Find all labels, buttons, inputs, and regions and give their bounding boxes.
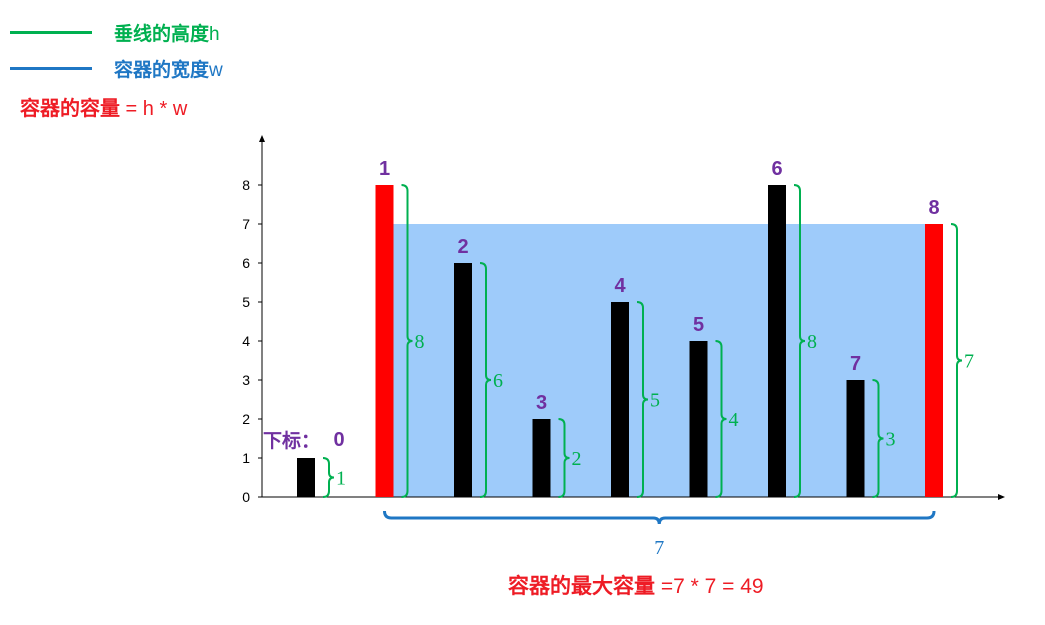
bar <box>689 341 708 497</box>
bar <box>532 419 551 497</box>
y-tick-label: 2 <box>242 411 250 427</box>
y-tick-label: 4 <box>242 333 250 349</box>
bar <box>297 458 315 497</box>
y-tick-label: 8 <box>242 177 250 193</box>
bar-index-label: 6 <box>771 158 782 180</box>
bar <box>768 185 786 497</box>
legend-height-swatch <box>10 30 92 34</box>
height-bracket <box>558 418 570 498</box>
height-value-label: 8 <box>415 331 425 353</box>
height-bracket <box>401 184 413 498</box>
height-bracket <box>322 457 335 498</box>
height-bracket <box>636 301 649 498</box>
legend-width-swatch <box>10 66 92 70</box>
legend-height-label: 垂线的高度h <box>114 23 220 45</box>
bar-index-label: 2 <box>457 236 468 258</box>
max-capacity-result: 容器的最大容量 =7 * 7 = 49 <box>508 575 764 598</box>
y-tick-label: 7 <box>242 216 250 232</box>
width-bracket <box>383 510 936 525</box>
y-tick-label: 3 <box>242 372 250 388</box>
legend-width-label: 容器的宽度w <box>114 59 223 81</box>
bar-index-label: 8 <box>928 197 939 219</box>
height-value-label: 8 <box>807 331 817 353</box>
width-value-label: 7 <box>654 537 664 559</box>
height-bracket <box>872 379 884 498</box>
height-value-label: 2 <box>572 448 582 470</box>
bar-index-label: 3 <box>536 392 547 414</box>
height-value-label: 1 <box>336 468 346 490</box>
height-bracket <box>950 223 963 498</box>
height-value-label: 7 <box>964 351 974 373</box>
bar <box>375 185 394 497</box>
y-tick-label: 6 <box>242 255 250 271</box>
bar-index-label: 1 <box>379 158 390 180</box>
bar <box>611 302 629 497</box>
height-value-label: 6 <box>493 370 503 392</box>
height-bracket <box>479 262 492 498</box>
capacity-formula: 容器的容量 = h * w <box>20 98 188 120</box>
height-value-label: 5 <box>650 390 660 412</box>
bar <box>846 380 865 497</box>
bar-index-label: 5 <box>693 314 704 336</box>
bar <box>454 263 472 497</box>
legend-width: 容器的宽度w <box>10 56 223 81</box>
height-value-label: 3 <box>886 429 896 451</box>
height-value-label: 4 <box>729 409 739 431</box>
y-tick-label: 1 <box>242 450 250 466</box>
index-label: 下标： <box>263 431 321 452</box>
bar <box>925 224 943 497</box>
height-bracket <box>793 184 806 498</box>
y-axis-arrow <box>259 135 265 142</box>
bar-index-label: 7 <box>850 353 861 375</box>
height-bracket <box>715 340 727 498</box>
bar-index-label: 0 <box>333 429 344 451</box>
y-tick-label: 0 <box>242 489 250 505</box>
x-axis-arrow <box>998 494 1005 500</box>
legend-height: 垂线的高度h <box>10 20 220 45</box>
water-area <box>384 224 934 497</box>
bar-index-label: 4 <box>614 275 626 297</box>
y-tick-label: 5 <box>242 294 250 310</box>
